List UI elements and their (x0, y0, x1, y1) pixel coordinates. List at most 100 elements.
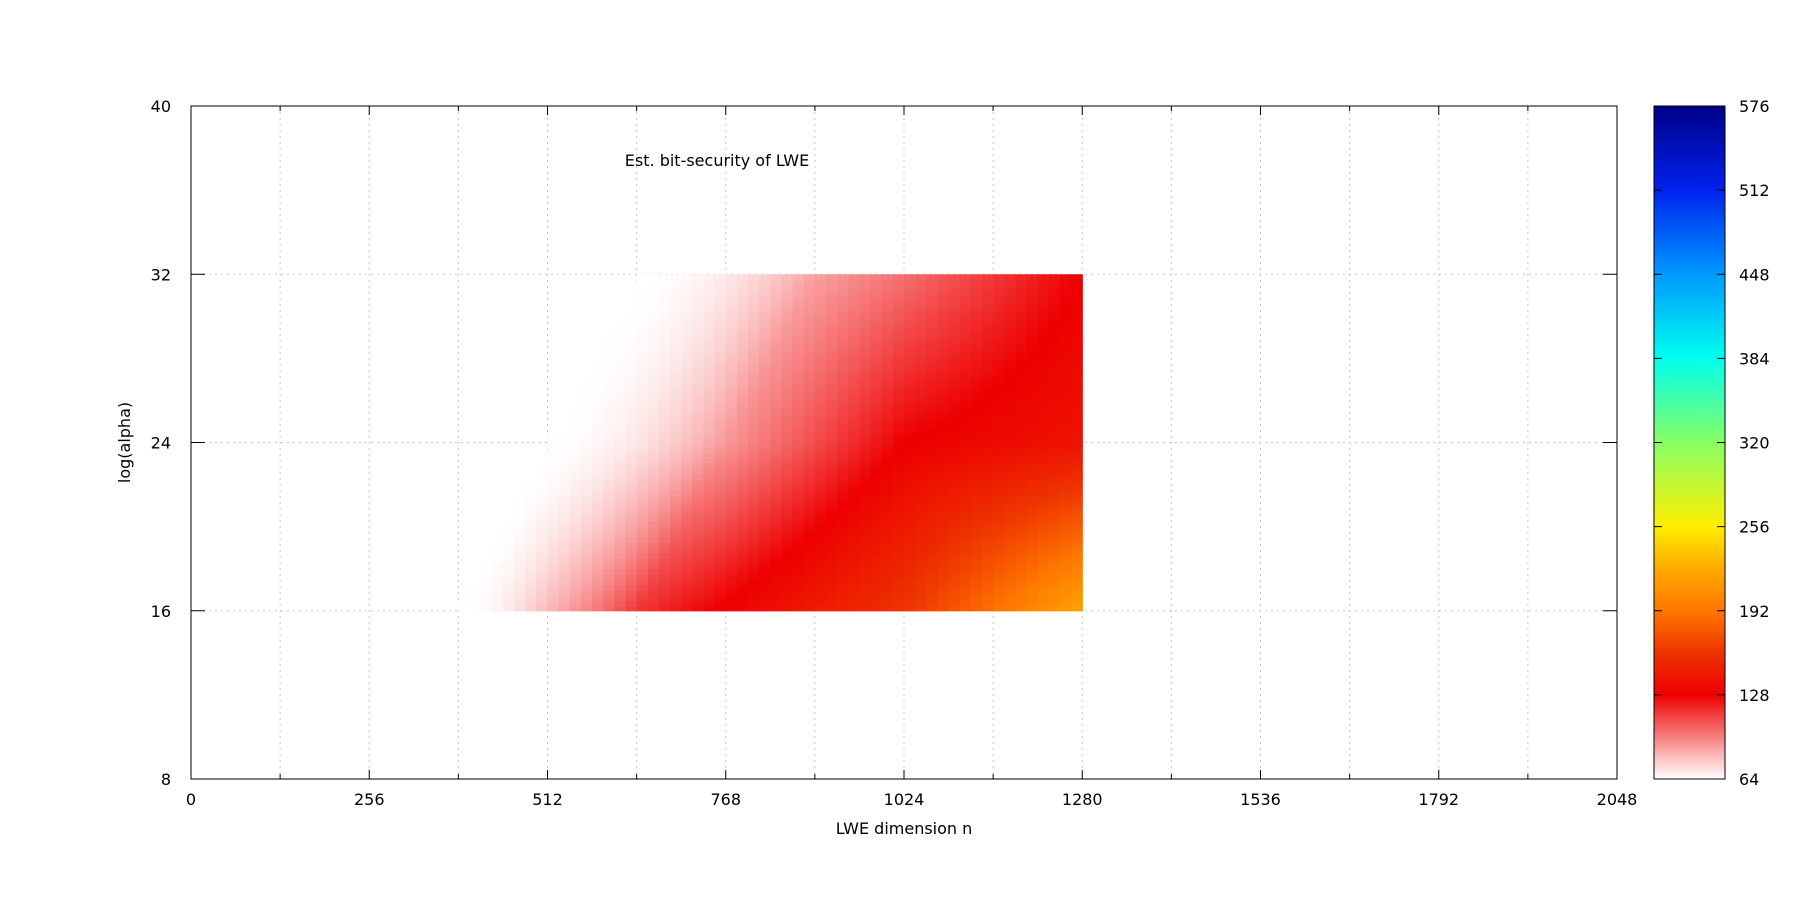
heatmap-cell (926, 358, 939, 365)
heatmap-cell (970, 274, 983, 281)
heatmap-cell (614, 426, 627, 433)
heatmap-cell (981, 489, 994, 496)
heatmap-cell (1026, 521, 1039, 528)
heatmap-cell (692, 374, 705, 381)
heatmap-cell (625, 437, 638, 444)
heatmap-cell (748, 531, 760, 538)
heatmap-cell (647, 421, 660, 428)
heatmap-cell (959, 484, 972, 491)
heatmap-cell (514, 516, 526, 522)
heatmap-cell (859, 526, 872, 533)
heatmap-cell (881, 489, 894, 496)
heatmap-cell (558, 552, 571, 559)
heatmap-cell (670, 453, 682, 459)
heatmap-cell (748, 358, 760, 365)
heatmap-cell (892, 463, 905, 470)
heatmap-cell (892, 489, 905, 496)
heatmap-cell (837, 410, 849, 417)
heatmap-cell (536, 484, 549, 491)
y-tick-label: 16 (151, 602, 171, 621)
heatmap-cell (770, 579, 783, 586)
heatmap-cell (647, 337, 660, 344)
heatmap-cell (1015, 505, 1028, 512)
heatmap-cell (981, 542, 994, 549)
heatmap-cell (525, 516, 537, 522)
heatmap-cell (714, 458, 727, 465)
heatmap-cell (1004, 374, 1017, 381)
heatmap-cell (1037, 363, 1050, 370)
heatmap-cell (725, 421, 738, 428)
heatmap-cell (625, 353, 638, 359)
heatmap-cell (937, 311, 950, 317)
heatmap-cell (781, 305, 794, 312)
heatmap-cell (714, 600, 727, 607)
heatmap-cell (658, 384, 671, 391)
heatmap-cell (814, 468, 827, 475)
heatmap-cell (714, 568, 727, 575)
heatmap-cell (569, 605, 582, 612)
heatmap-cell (725, 437, 738, 444)
heatmap-cell (1015, 542, 1028, 549)
heatmap-cell (814, 305, 827, 312)
heatmap-cell (580, 489, 593, 496)
heatmap-cell (636, 421, 649, 428)
heatmap-cell (558, 468, 571, 475)
heatmap-cell (759, 368, 771, 375)
heatmap-cell (759, 442, 771, 449)
heatmap-cell (692, 300, 705, 307)
heatmap-cell (1059, 326, 1072, 333)
heatmap-cell (1071, 405, 1083, 412)
heatmap-cell (814, 363, 827, 370)
heatmap-cell (725, 284, 738, 291)
heatmap-cell (1004, 437, 1017, 444)
heatmap-cell (981, 311, 994, 317)
heatmap-cell (670, 374, 682, 381)
heatmap-cell (981, 526, 994, 533)
heatmap-cell (803, 474, 816, 480)
heatmap-cell (558, 458, 571, 465)
heatmap-cell (636, 453, 649, 459)
heatmap-cell (792, 300, 805, 307)
heatmap-cell (1037, 594, 1050, 601)
heatmap-cell (670, 594, 682, 601)
heatmap-cell (848, 358, 861, 365)
heatmap-cell (647, 594, 660, 601)
heatmap-cell (937, 416, 950, 423)
heatmap-cell (781, 368, 794, 375)
heatmap-cell (826, 321, 838, 328)
heatmap-cell (692, 437, 705, 444)
heatmap-cell (614, 337, 627, 344)
heatmap-cell (692, 410, 705, 417)
heatmap-cell (547, 474, 560, 480)
heatmap-cell (1026, 332, 1039, 338)
heatmap-cell (915, 405, 927, 412)
heatmap-cell (814, 426, 827, 433)
heatmap-cell (536, 489, 549, 496)
heatmap-cell (981, 468, 994, 475)
heatmap-cell (814, 395, 827, 402)
heatmap-cell (603, 531, 615, 538)
heatmap-cell (681, 505, 693, 512)
heatmap-cell (959, 368, 972, 375)
heatmap-cell (959, 531, 972, 538)
heatmap-cell (714, 368, 727, 375)
heatmap-cell (580, 474, 593, 480)
colorbar (1654, 106, 1725, 779)
heatmap-cell (681, 521, 693, 528)
heatmap-cell (859, 279, 872, 286)
heatmap-cell (781, 531, 794, 538)
heatmap-cell (536, 573, 549, 580)
heatmap-cell (993, 531, 1005, 538)
heatmap-cell (625, 368, 638, 375)
heatmap-cell (725, 326, 738, 333)
heatmap-cell (870, 479, 883, 486)
heatmap-cell (959, 584, 972, 591)
heatmap-cell (1004, 447, 1017, 454)
heatmap-cell (848, 605, 861, 612)
heatmap-cell (1059, 321, 1072, 328)
heatmap-cell (981, 484, 994, 491)
heatmap-cell (981, 568, 994, 575)
heatmap-cell (848, 332, 861, 338)
heatmap-cell (714, 500, 727, 507)
heatmap-cell (1059, 489, 1072, 496)
